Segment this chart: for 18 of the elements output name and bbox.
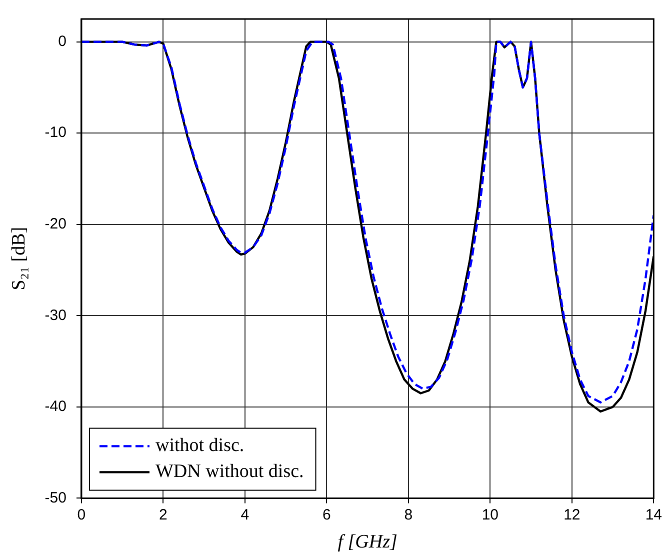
x-tick-label: 0 bbox=[77, 506, 86, 524]
x-tick-label: 2 bbox=[159, 506, 168, 524]
y-tick-label: -40 bbox=[44, 398, 66, 416]
x-tick-label: 8 bbox=[404, 506, 413, 524]
y-axis-title: S₂₁ [dB] bbox=[8, 226, 30, 290]
y-tick-label: -30 bbox=[44, 306, 66, 324]
x-tick-label: 14 bbox=[645, 506, 662, 524]
legend-label: withot disc. bbox=[155, 435, 244, 456]
x-tick-label: 10 bbox=[482, 506, 499, 524]
x-tick-label: 12 bbox=[564, 506, 580, 524]
y-tick-label: -10 bbox=[44, 124, 66, 142]
x-tick-label: 6 bbox=[322, 506, 331, 524]
x-tick-label: 4 bbox=[240, 506, 250, 524]
x-axis-title: f [GHz] bbox=[338, 532, 398, 553]
y-tick-label: 0 bbox=[58, 32, 66, 50]
y-tick-label: -20 bbox=[44, 216, 66, 233]
y-tick-label: -50 bbox=[44, 489, 66, 506]
legend-label: WDN without disc. bbox=[155, 461, 304, 482]
